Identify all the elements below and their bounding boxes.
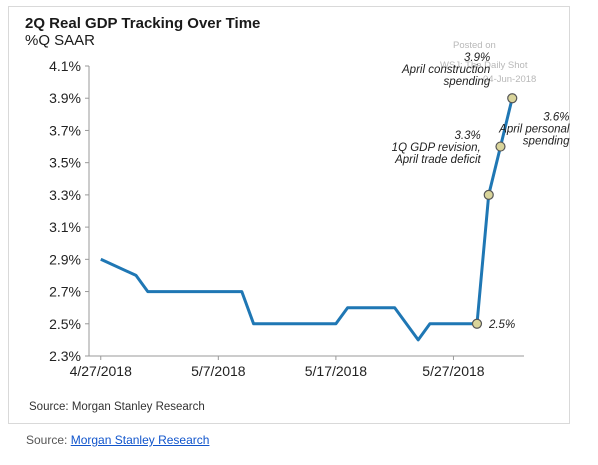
y-tick-label: 2.5% [49,316,81,332]
annotation-label: April construction [401,64,490,76]
annotation-label: April personal [498,124,570,136]
annotation-layer: 2.5% 3.3%1Q GDP revision,April trade defi… [392,52,570,331]
x-tick-label: 5/27/2018 [422,363,484,379]
tick-labels: 2.3% 2.5% 2.7% 2.9% 3.1% 3.3% 3.5% 3.7% 3.9% 4.1%… [49,58,485,379]
y-tick-label: 3.9% [49,90,81,106]
watermark-line: Posted on [453,40,496,51]
chart-figure: 2Q Real GDP Tracking Over Time %Q SAAR P… [8,6,570,424]
annotation-label: spending [523,136,570,148]
watermark-line: 04-Jun-2018 [483,74,536,85]
annotation-label: April trade deficit [394,154,481,166]
annotation-label: 3.6% [543,112,569,124]
page-source: Source: Morgan Stanley Research [26,433,209,447]
y-tick-label: 4.1% [49,58,81,74]
y-tick-label: 2.9% [49,251,81,267]
source-prefix: Source: [26,433,71,447]
annotation-label: 3.3% [455,130,481,142]
chart-subtitle: %Q SAAR [25,32,95,49]
series-layer [100,97,514,342]
y-tick-label: 3.3% [49,187,81,203]
watermark: Posted on WSJ: The Daily Shot 04-Jun-201… [440,40,536,85]
y-tick-label: 3.7% [49,122,81,138]
chart-source-note: Source: Morgan Stanley Research [29,401,205,413]
data-point-marker [507,93,518,104]
y-tick-label: 2.7% [49,284,81,300]
y-tick-label: 3.1% [49,219,81,235]
chart-svg: 2Q Real GDP Tracking Over Time %Q SAAR P… [25,15,570,413]
x-tick-label: 5/7/2018 [191,363,246,379]
annotation-label: 1Q GDP revision, [392,142,481,154]
y-tick-label: 2.3% [49,348,81,364]
axes [85,65,524,360]
y-tick-label: 3.5% [49,155,81,171]
annotation-label: 2.5% [488,319,515,331]
annotation-label: spending [444,76,491,88]
series-line [100,97,514,342]
data-point-marker [471,318,483,329]
annotation-label: 3.9% [464,52,490,64]
x-tick-label: 4/27/2018 [70,363,132,379]
source-link[interactable]: Morgan Stanley Research [70,433,210,447]
data-point-marker [495,141,506,152]
chart-title: 2Q Real GDP Tracking Over Time [25,15,260,32]
data-point-marker [483,189,494,200]
marker-layer [471,93,518,329]
x-tick-label: 5/17/2018 [305,363,367,379]
watermark-line: WSJ: The Daily Shot [440,60,528,71]
